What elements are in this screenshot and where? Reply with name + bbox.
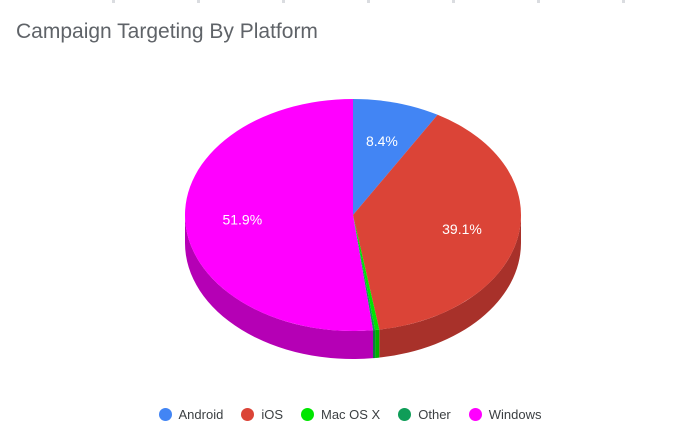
legend-item-android[interactable]: Android xyxy=(158,407,224,422)
legend-item-ios[interactable]: iOS xyxy=(241,407,283,422)
pie-sides xyxy=(185,215,521,359)
slice-label-windows: 51.9% xyxy=(222,212,262,228)
legend-label-windows: Windows xyxy=(488,407,542,422)
pie-labels: 8.4% 39.1% 51.9% xyxy=(222,133,481,237)
pie-slice-mac-os-x[interactable] xyxy=(353,215,380,330)
pie-tops xyxy=(185,99,521,331)
legend-swatch-windows xyxy=(468,408,482,421)
chart-legend: Android iOS Mac OS X Other Windows xyxy=(0,407,700,422)
legend-swatch-other xyxy=(398,408,412,421)
legend-item-other[interactable]: Other xyxy=(398,407,451,422)
legend-label-ios: iOS xyxy=(261,407,283,422)
pie-slice-windows[interactable] xyxy=(185,99,374,331)
pie-slice-other[interactable] xyxy=(353,215,376,331)
legend-item-windows[interactable]: Windows xyxy=(468,407,542,422)
legend-label-android: Android xyxy=(178,407,224,422)
legend-label-other: Other xyxy=(418,407,451,422)
pie-slice-ios[interactable] xyxy=(353,114,521,330)
pie-side-other xyxy=(373,329,376,359)
slice-label-ios: 39.1% xyxy=(442,221,482,237)
pie-side-mac-os-x xyxy=(375,329,380,358)
legend-swatch-ios xyxy=(241,408,255,421)
slice-label-android: 8.4% xyxy=(366,133,398,149)
pie-side-ios xyxy=(379,215,521,358)
legend-swatch-android xyxy=(158,408,172,421)
chart-title: Campaign Targeting By Platform xyxy=(16,20,318,43)
pie-side-windows xyxy=(185,215,374,359)
legend-item-mac-os-x[interactable]: Mac OS X xyxy=(300,407,381,422)
pie-slice-android[interactable] xyxy=(353,99,438,215)
top-edge-marks xyxy=(0,0,700,4)
legend-label-mac-os-x: Mac OS X xyxy=(320,407,381,422)
legend-swatch-mac-os-x xyxy=(300,408,314,421)
